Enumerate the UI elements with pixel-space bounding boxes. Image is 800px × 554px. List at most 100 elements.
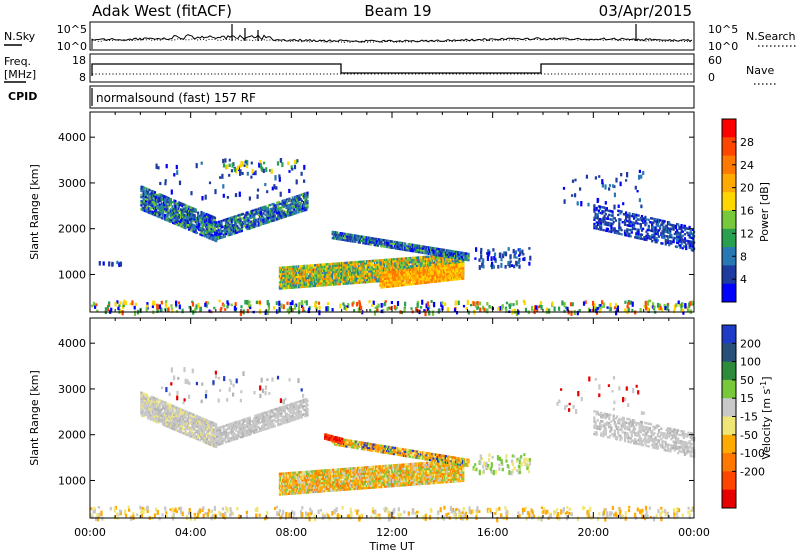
echo-cell: [327, 271, 330, 274]
echo-cell: [236, 231, 239, 234]
echo-cell: [579, 187, 582, 191]
echo-cell: [614, 219, 618, 222]
echo-cell: [620, 228, 623, 232]
echo-cell: [379, 278, 382, 281]
echo-cell: [303, 207, 306, 210]
echo-cell: [436, 274, 439, 277]
echo-cell: [244, 220, 247, 223]
echo-cell: [239, 169, 242, 174]
echo-cell: [432, 280, 435, 283]
echo-cell: [190, 214, 193, 218]
echo-cell: [309, 268, 312, 271]
echo-cell: [679, 244, 682, 247]
echo-cell: [295, 267, 298, 270]
echo-cell: [426, 248, 429, 251]
echo-cell: [165, 210, 168, 213]
echo-cell: [414, 256, 417, 259]
echo-cell: [244, 218, 247, 221]
echo-cell: [281, 162, 284, 168]
echo-cell: [391, 246, 394, 249]
echo-cell: [303, 196, 306, 200]
echo-cell: [269, 216, 272, 219]
echo-cell: [383, 273, 387, 276]
echo-cell: [449, 253, 452, 257]
echo-cell: [461, 251, 464, 255]
echo-cell: [638, 222, 641, 226]
echo-cell: [165, 208, 168, 211]
echo-cell: [397, 272, 400, 275]
echo-cell: [336, 237, 339, 241]
echo-cell: [413, 246, 416, 249]
echo-cell: [302, 267, 305, 270]
echo-cell: [455, 250, 458, 254]
echo-cell: [465, 252, 468, 255]
echo-cell: [593, 204, 596, 207]
echo-cell: [388, 244, 391, 247]
echo-cell: [219, 224, 222, 227]
echo-cell: [453, 308, 457, 313]
echo-cell: [213, 233, 217, 236]
echo-cell: [626, 215, 629, 219]
echo-cell: [172, 219, 175, 222]
echo-cell: [587, 202, 590, 207]
echo-cell: [397, 276, 400, 279]
echo-cell: [226, 226, 229, 229]
echo-cell: [628, 228, 631, 232]
echo-cell: [387, 277, 390, 280]
echo-cell: [116, 300, 119, 304]
echo-cell: [441, 267, 444, 270]
echo-cell: [229, 216, 232, 220]
echo-cell: [623, 231, 627, 235]
echo-cell: [600, 222, 603, 225]
echo-cell: [267, 214, 271, 217]
echo-cell: [480, 247, 483, 252]
echo-cell: [462, 275, 465, 278]
echo-cell: [604, 221, 607, 224]
echo-cell: [267, 306, 270, 311]
echo-cell: [334, 270, 337, 274]
echo-cell: [436, 276, 439, 279]
echo-cell: [194, 225, 197, 228]
echo-cell: [248, 227, 251, 230]
echo-cell: [648, 235, 651, 238]
echo-cell: [240, 305, 243, 309]
echo-cell: [637, 214, 640, 217]
echo-cell: [669, 229, 672, 233]
echo-cell: [596, 215, 599, 218]
echo-cell: [299, 204, 302, 207]
echo-cell: [181, 308, 184, 314]
echo-cell: [681, 247, 684, 250]
echo-cell: [222, 184, 225, 189]
echo-cell: [356, 238, 359, 242]
echo-cell: [595, 309, 598, 314]
echo-cell: [284, 215, 288, 218]
echo-cell: [618, 232, 621, 235]
echo-cell: [151, 202, 154, 205]
echo-cell: [633, 223, 636, 226]
echo-cell: [341, 238, 344, 241]
echo-cell: [408, 279, 412, 282]
echo-cell: [653, 305, 656, 309]
echo-cell: [655, 220, 658, 223]
echo-cell: [364, 264, 367, 267]
echo-cell: [476, 301, 479, 307]
echo-cell: [618, 220, 621, 223]
echo-cell: [631, 309, 634, 313]
echo-cell: [206, 213, 209, 216]
echo-cell: [589, 309, 592, 312]
echo-cell: [453, 268, 456, 271]
echo-cell: [278, 306, 281, 312]
echo-cell: [314, 302, 317, 308]
echo-cell: [165, 218, 168, 222]
echo-cell: [386, 260, 389, 264]
echo-cell: [600, 226, 603, 229]
nave-label: Nave: [746, 64, 774, 77]
echo-cell: [339, 270, 343, 273]
echo-cell: [278, 174, 281, 178]
echo-cell: [347, 269, 350, 273]
echo-cell: [651, 240, 654, 243]
echo-cell: [492, 265, 495, 269]
echo-cell: [425, 281, 428, 284]
echo-cell: [334, 283, 337, 286]
echo-cell: [263, 220, 266, 223]
